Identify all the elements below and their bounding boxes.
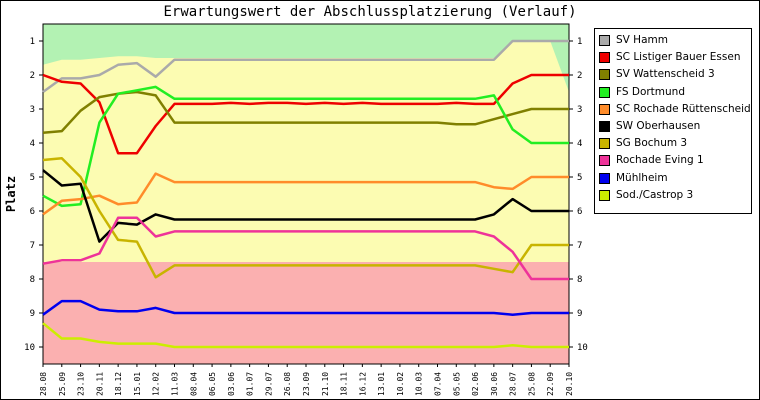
x-tick-label: 22.09: [546, 372, 555, 396]
x-tick-label: 01.07: [246, 372, 255, 396]
legend-item: SC Rochade Rüttenscheid: [599, 102, 751, 119]
y-tick-label-right: 10: [577, 343, 588, 353]
series-line: [42, 172, 569, 216]
x-tick-label: 30.06: [490, 372, 499, 396]
legend-item: SC Listiger Bauer Essen: [599, 50, 749, 67]
x-tick-label: 21.10: [321, 372, 330, 396]
x-tick-label: 23.10: [77, 372, 86, 396]
x-tick-label: 08.04: [189, 372, 198, 396]
legend-item: Sod./Castrop 3: [599, 188, 749, 205]
x-tick-label: 10.02: [396, 372, 405, 396]
series-line: [42, 73, 569, 155]
x-tick-label: 10.03: [415, 372, 424, 396]
x-tick-label: 25.09: [58, 372, 67, 396]
legend-swatch: [599, 86, 610, 98]
x-tick-label: 03.06: [227, 372, 236, 396]
series-line: [42, 85, 569, 208]
x-tick-label: 12.02: [152, 372, 161, 396]
legend-swatch: [599, 52, 610, 64]
legend-label: SC Rochade Rüttenscheid: [616, 102, 751, 115]
legend-label: SW Oberhausen: [616, 120, 701, 132]
legend-swatch: [599, 35, 610, 46]
y-tick-label: 5: [30, 173, 35, 183]
legend-item: SW Oberhausen: [599, 119, 749, 136]
y-tick-label: 6: [30, 207, 35, 217]
promotion-zone: [43, 24, 569, 92]
y-tick-label: 1: [30, 37, 35, 47]
x-tick-label: 11.03: [171, 372, 180, 396]
legend-swatch: [599, 172, 610, 184]
x-tick-label: 05.05: [452, 372, 461, 396]
legend-label: Mühlheim: [616, 171, 668, 184]
legend-label: FS Dortmund: [616, 85, 686, 98]
legend-item: Rochade Eving 1: [599, 153, 749, 170]
y-axis-label: Platz: [4, 176, 18, 212]
x-tick-label: 20.10: [565, 372, 574, 396]
x-tick-label: 28.08: [39, 372, 48, 396]
y-tick-label: 3: [30, 105, 35, 115]
x-tick-label: 20.11: [95, 372, 104, 396]
y-tick-label-right: 3: [577, 105, 582, 115]
series-line: [42, 216, 569, 281]
y-tick-label-right: 9: [577, 309, 582, 319]
series-line: [42, 39, 569, 94]
legend-item: SG Bochum 3: [599, 136, 749, 153]
y-tick-label: 9: [30, 309, 35, 319]
legend-swatch: [599, 69, 610, 81]
series-line: [42, 169, 569, 243]
y-tick-label: 2: [30, 71, 35, 81]
legend: SV Hamm SC Listiger Bauer Essen SV Wattens…: [594, 28, 752, 214]
legend-swatch: [599, 121, 610, 132]
x-tick-label: 16.12: [358, 372, 367, 396]
legend-item: FS Dortmund: [599, 85, 749, 102]
legend-item: Mühlheim: [599, 171, 749, 188]
y-tick-label: 10: [24, 343, 35, 353]
x-tick-label: 25.08: [527, 372, 536, 396]
x-tick-label: 18.12: [114, 372, 123, 396]
legend-item: SV Hamm: [599, 33, 749, 50]
y-tick-label-right: 5: [577, 173, 582, 183]
y-tick-label-right: 7: [577, 241, 582, 251]
x-tick-label: 07.04: [434, 372, 443, 396]
y-tick-label-right: 4: [577, 139, 582, 149]
x-tick-label: 13.01: [377, 372, 386, 396]
legend-swatch: [599, 189, 610, 201]
legend-label: Sod./Castrop 3: [616, 188, 694, 201]
legend-swatch: [599, 138, 610, 150]
legend-label: SG Bochum 3: [616, 137, 688, 150]
x-tick-label: 28.07: [509, 372, 518, 396]
legend-swatch: [599, 103, 610, 115]
x-tick-label: 29.07: [264, 372, 273, 396]
y-tick-label: 7: [30, 241, 35, 251]
legend-swatch: [599, 155, 610, 167]
y-tick-label-right: 2: [577, 71, 582, 81]
x-tick-label: 18.11: [340, 372, 349, 396]
legend-label: SV Wattenscheid 3: [616, 68, 715, 81]
series-line: [42, 157, 569, 279]
x-tick-label: 23.09: [302, 372, 311, 396]
y-tick-label: 8: [30, 275, 35, 285]
x-tick-label: 26.08: [283, 372, 292, 396]
x-tick-label: 06.05: [208, 372, 217, 396]
y-tick-label-right: 8: [577, 275, 582, 285]
x-tick-label: 02.06: [471, 372, 480, 396]
y-tick-label-right: 1: [577, 37, 582, 47]
y-tick-label: 4: [30, 139, 35, 149]
legend-item: SV Wattenscheid 3: [599, 67, 749, 84]
series-line: [42, 299, 569, 316]
y-tick-label-right: 6: [577, 207, 582, 217]
legend-label: SC Listiger Bauer Essen: [616, 51, 741, 64]
series-line: [42, 322, 569, 349]
x-tick-label: 15.01: [133, 372, 142, 396]
legend-label: Rochade Eving 1: [616, 154, 704, 167]
legend-label: SV Hamm: [616, 34, 668, 46]
chart-title: Erwartungswert der Abschlussplatzierung …: [163, 4, 577, 20]
